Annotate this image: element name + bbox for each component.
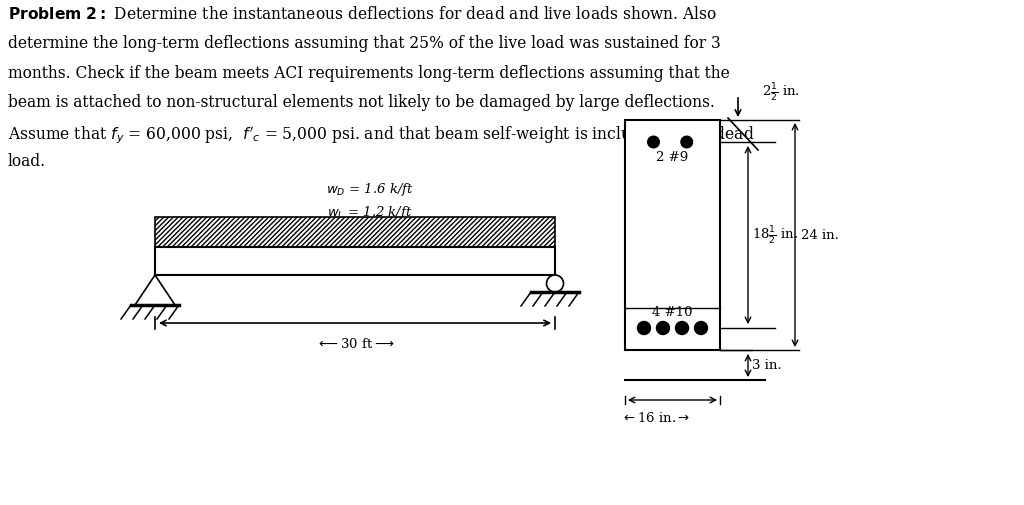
Text: 24 in.: 24 in. — [801, 229, 839, 242]
Circle shape — [648, 137, 659, 148]
Text: determine the long-term deflections assuming that 25% of the live load was susta: determine the long-term deflections assu… — [8, 35, 721, 53]
Circle shape — [656, 322, 670, 335]
Circle shape — [547, 275, 563, 292]
Text: load.: load. — [8, 153, 46, 170]
Bar — [625, 121, 720, 350]
Text: $\leftarrow$16 in.$\rightarrow$: $\leftarrow$16 in.$\rightarrow$ — [621, 410, 690, 424]
Text: months. Check if the beam meets ACI requirements long-term deflections assuming : months. Check if the beam meets ACI requ… — [8, 65, 730, 82]
Polygon shape — [135, 275, 175, 306]
Circle shape — [676, 322, 688, 335]
Text: beam is attached to non-structural elements not likely to be damaged by large de: beam is attached to non-structural eleme… — [8, 94, 715, 111]
Bar — [155, 247, 555, 275]
Text: $w_L$ = 1.2 k/ft: $w_L$ = 1.2 k/ft — [328, 204, 413, 221]
Text: $\longleftarrow$30 ft$\longrightarrow$: $\longleftarrow$30 ft$\longrightarrow$ — [315, 336, 394, 350]
Text: 4 #10: 4 #10 — [652, 306, 693, 318]
Text: $w_D$ = 1.6 k/ft: $w_D$ = 1.6 k/ft — [326, 181, 414, 198]
Circle shape — [681, 137, 692, 148]
Text: $\mathbf{Problem\ 2:}$ Determine the instantaneous deflections for dead and live: $\mathbf{Problem\ 2:}$ Determine the ins… — [8, 6, 717, 23]
Text: 2$\frac{1}{2}$ in.: 2$\frac{1}{2}$ in. — [762, 82, 800, 104]
Circle shape — [638, 322, 650, 335]
Text: 2 #9: 2 #9 — [656, 150, 688, 164]
Text: 18$\frac{1}{2}$ in.: 18$\frac{1}{2}$ in. — [752, 225, 799, 246]
Text: 3 in.: 3 in. — [752, 359, 781, 372]
Circle shape — [694, 322, 708, 335]
Text: Assume that $f_y$ = 60,000 psi,  $f'_c$ = 5,000 psi. and that beam self-weight i: Assume that $f_y$ = 60,000 psi, $f'_c$ =… — [8, 124, 755, 145]
Bar — [155, 218, 555, 247]
